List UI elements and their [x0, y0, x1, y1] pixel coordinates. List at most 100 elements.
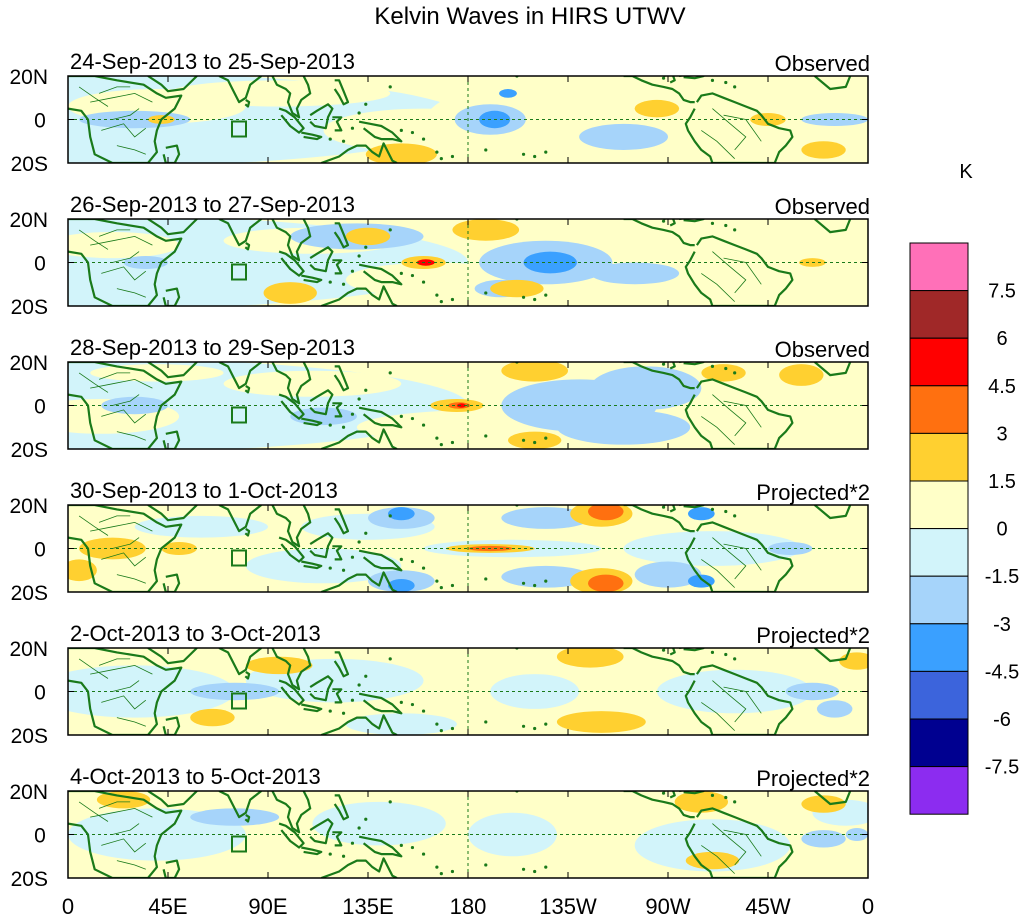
- madagascar-outline: [162, 859, 181, 878]
- india-outline: [218, 505, 262, 533]
- country-border: [701, 130, 735, 159]
- island-dot: [724, 652, 728, 657]
- country-border: [78, 658, 109, 679]
- borneo-outline: [309, 246, 334, 273]
- country-border: [112, 823, 140, 835]
- country-border: [701, 559, 735, 588]
- island-dot: [364, 102, 368, 106]
- colorbar-label: -3: [993, 614, 1011, 636]
- panel-period: 2-Oct-2013 to 3-Oct-2013: [70, 621, 321, 646]
- south-america-outline: [684, 235, 794, 306]
- sulawesi-outline: [332, 688, 343, 704]
- colorbar-swatch: [909, 337, 969, 387]
- country-border: [701, 273, 735, 302]
- coastlines: [68, 505, 852, 592]
- arabia-outline: [147, 648, 198, 665]
- india-outline: [218, 791, 262, 819]
- anomaly-contour: [190, 808, 280, 826]
- country-border: [101, 695, 147, 710]
- island-dot: [399, 271, 403, 275]
- mexico-outline: [623, 791, 695, 819]
- island-dot: [357, 254, 361, 258]
- indochina-outline: [271, 505, 312, 548]
- country-border: [701, 416, 735, 445]
- lon-tick-label: 90E: [248, 894, 287, 919]
- country-border: [78, 86, 109, 107]
- lon-tick-label: 90W: [645, 894, 690, 919]
- anomaly-contour: [456, 403, 466, 408]
- region-box: [231, 263, 247, 281]
- greenland-stub: [813, 76, 852, 91]
- anomaly-contour: [508, 431, 562, 449]
- island-dot: [733, 228, 737, 232]
- indochina-outline: [271, 219, 312, 262]
- island-dot: [544, 722, 548, 726]
- java-outline: [301, 417, 323, 427]
- lon-tick-label: 0: [862, 894, 874, 919]
- anomaly-contour: [588, 574, 624, 592]
- australia-outline: [320, 428, 398, 449]
- island-dot: [533, 583, 537, 588]
- anomaly-contour: [590, 262, 680, 285]
- region-box: [231, 406, 247, 424]
- colorbar: K 7.5 6 4.5 3 1.5 0 -1.5 -3 -4.5 -6 -7.5: [909, 161, 1019, 815]
- arabia-outline: [147, 219, 198, 236]
- cuba-outline: [679, 791, 705, 795]
- country-border: [101, 838, 147, 853]
- lat-tick-label: 0: [34, 682, 46, 705]
- india-outline: [218, 219, 262, 247]
- sumatra-outline: [278, 250, 305, 277]
- cuba-outline: [679, 219, 705, 223]
- indochina-outline: [271, 362, 312, 405]
- island-dot: [661, 76, 666, 80]
- island-dot: [341, 854, 346, 858]
- country-border: [78, 229, 109, 250]
- country-border: [712, 251, 747, 294]
- island-dot: [399, 843, 403, 847]
- island-dot: [341, 711, 346, 715]
- srilanka-outline: [244, 384, 251, 394]
- island-dot: [710, 364, 715, 368]
- srilanka-outline: [244, 98, 251, 108]
- india-outline: [218, 76, 262, 104]
- lat-tick-label: 20S: [11, 868, 48, 891]
- anomaly-contour: [365, 143, 437, 163]
- country-border: [78, 372, 109, 393]
- colorbar-swatch: [909, 575, 969, 625]
- island-dot: [399, 700, 403, 704]
- island-dot: [388, 228, 392, 232]
- island-dot: [357, 111, 361, 115]
- island-dot: [410, 130, 415, 135]
- madagascar-outline: [162, 430, 181, 449]
- island-dot: [357, 826, 361, 830]
- philippines-outline: [333, 794, 350, 821]
- java-outline: [301, 274, 323, 284]
- island-dot: [544, 579, 548, 583]
- anomaly-contour: [688, 507, 715, 521]
- anomaly-contour: [416, 259, 435, 266]
- country-border: [723, 400, 762, 428]
- arabia-outline: [147, 791, 198, 808]
- island-dot: [421, 137, 426, 141]
- country-border: [101, 552, 147, 567]
- panel-period: 30-Sep-2013 to 1-Oct-2013: [70, 478, 338, 503]
- mexico-outline: [623, 219, 695, 247]
- region-box: [231, 692, 247, 710]
- country-border: [101, 266, 147, 281]
- island-dot: [364, 245, 368, 249]
- panel-5: 20N 0 20S 2-Oct-2013 to 3-Oct-2013 Projected…: [9, 621, 870, 748]
- island-dot: [439, 872, 443, 876]
- colorbar-swatch: [909, 480, 969, 530]
- anomaly-contour: [588, 505, 624, 521]
- island-dot: [710, 507, 715, 511]
- philippines-outline: [333, 651, 350, 678]
- borneo-outline: [309, 389, 334, 416]
- island-dot: [410, 845, 415, 850]
- anomaly-contour: [690, 245, 868, 289]
- country-border: [98, 801, 131, 809]
- cuba-outline: [679, 362, 705, 366]
- country-border: [101, 409, 147, 424]
- panel-period: 28-Sep-2013 to 29-Sep-2013: [70, 335, 355, 360]
- island-dot: [357, 683, 361, 687]
